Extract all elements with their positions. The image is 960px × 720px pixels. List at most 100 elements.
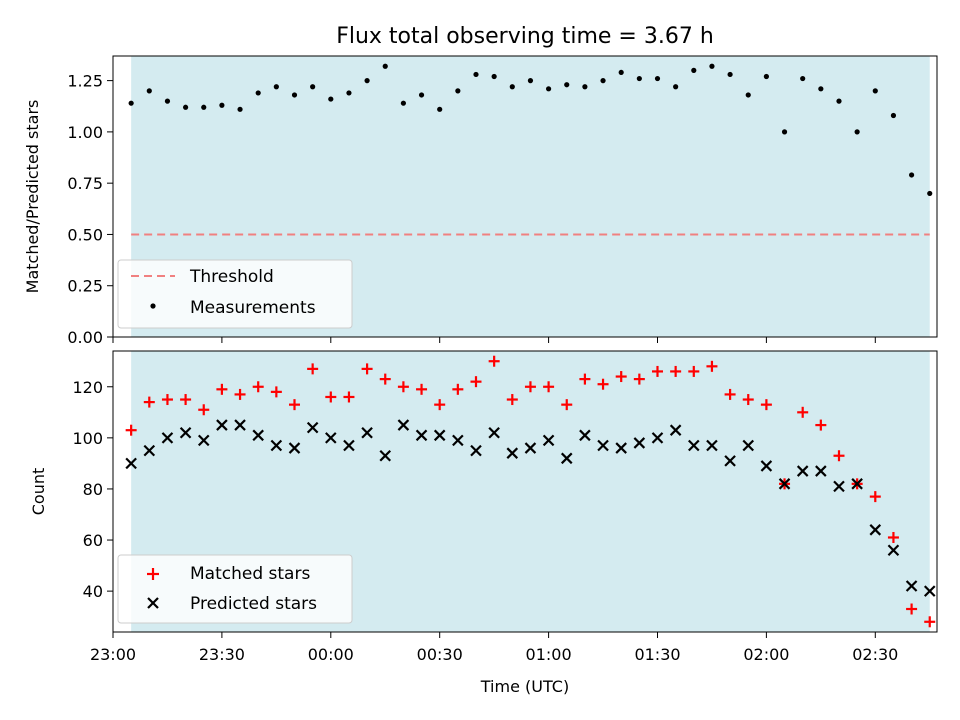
measurement-point [527,78,534,84]
matched-star-point [125,424,137,436]
matched-star-point [815,419,827,431]
predicted-star-point [361,426,373,439]
matched-star-point [597,378,609,390]
measurement-point [509,84,515,90]
predicted-star-point [851,478,863,490]
predicted-star-point [179,426,192,439]
matched-star-point [288,399,300,411]
measurement-point [600,78,606,84]
matched-star-point [234,388,246,400]
measurement-point [854,129,860,135]
measurement-point [673,84,679,90]
xtick-label: 23:30 [199,645,245,664]
predicted-star-point [579,429,591,442]
measurement-point [346,90,352,96]
predicted-star-point [524,442,537,454]
matched-star-point [216,383,228,395]
matched-star-point [633,373,645,385]
predicted-star-point [270,439,283,452]
top-y-axis-label: Matched/Predicted stars [23,100,42,294]
top-ytick-label: 1.25 [67,72,103,91]
top-ytick-label: 0.25 [67,277,103,296]
measurement-point [364,78,370,84]
measurement-point [164,98,171,104]
xtick-label: 02:00 [743,645,789,664]
measurement-point [255,90,261,96]
predicted-star-point [288,442,301,454]
predicted-star-point [325,432,337,444]
measurement-point [908,172,915,178]
predicted-star-point [633,437,646,449]
predicted-star-point [887,544,900,557]
predicted-star-point [597,439,609,452]
measurement-point [400,100,406,106]
measurement-point [836,98,842,104]
xtick-label: 01:30 [634,645,680,664]
measurement-point [491,73,497,80]
top-plot-frame [112,55,938,338]
measurement-point [418,92,425,98]
top-ytick-label: 0.75 [67,174,103,193]
matched-star-point [688,365,700,377]
matched-star-point [180,394,192,406]
matched-star-point [198,404,210,416]
measurement-point [800,75,806,82]
predicted-star-point [905,580,918,592]
measurement-point [473,71,479,78]
xtick-label: 02:30 [852,645,898,664]
matched-star-point [579,373,591,385]
predicted-star-point [125,457,137,470]
measurement-point [237,106,243,112]
matched-star-point [488,355,500,367]
matched-star-point [651,365,663,377]
bottom-legend: Matched stars Predicted stars [117,554,353,624]
bottom-ytick-label: 120 [72,378,103,397]
bottom-panel: 40 60 80 100 120 23:00 23:30 00:00 00:30 01:00 01… [29,350,938,696]
predicted-star-point [615,442,627,454]
legend-predicted-label: Predicted stars [190,594,317,614]
predicted-star-point [379,449,392,462]
matched-star-point [742,394,754,406]
matched-star-point [343,391,355,403]
measurement-point [310,84,316,90]
measurement-point [745,92,751,98]
matched-star-point [161,394,173,406]
measurement-point [128,100,134,106]
predicted-star-point [669,424,682,436]
matched-star-point [416,383,428,395]
predicted-star-point [397,419,410,431]
bottom-legend-box [117,554,353,624]
measurement-point [146,88,152,94]
legend-measurements-swatch [150,303,156,309]
measurement-point [201,104,207,110]
legend-measurements-label: Measurements [190,298,316,318]
predicted-star-point [143,444,156,457]
matched-star-point [506,394,518,406]
matched-star-point [361,363,373,375]
predicted-star-point [923,585,936,597]
measurement-point [273,84,279,90]
measurement-point [437,106,443,112]
matched-star-point [543,381,555,393]
predicted-star-point [470,444,482,457]
legend-matched-swatch [147,568,159,580]
legend-threshold-label: Threshold [189,267,274,287]
predicted-star-point [452,434,464,447]
measurement-point [328,96,334,102]
predicted-star-point [815,465,827,477]
predicted-star-point [197,434,210,447]
measurement-point [872,88,878,94]
measurement-point [890,112,897,119]
measurement-point [455,88,461,94]
predicted-star-point [252,429,264,442]
matched-star-point [325,391,337,403]
predicted-star-point [760,460,773,472]
matched-star-point [670,365,682,377]
predicted-star-point [560,452,573,465]
measurement-point [691,67,697,73]
matched-star-point [869,491,881,503]
chart-title: Flux total observing time = 3.67 h [336,24,714,49]
bottom-ytick-label: 80 [83,480,103,499]
predicted-star-point [433,429,446,442]
